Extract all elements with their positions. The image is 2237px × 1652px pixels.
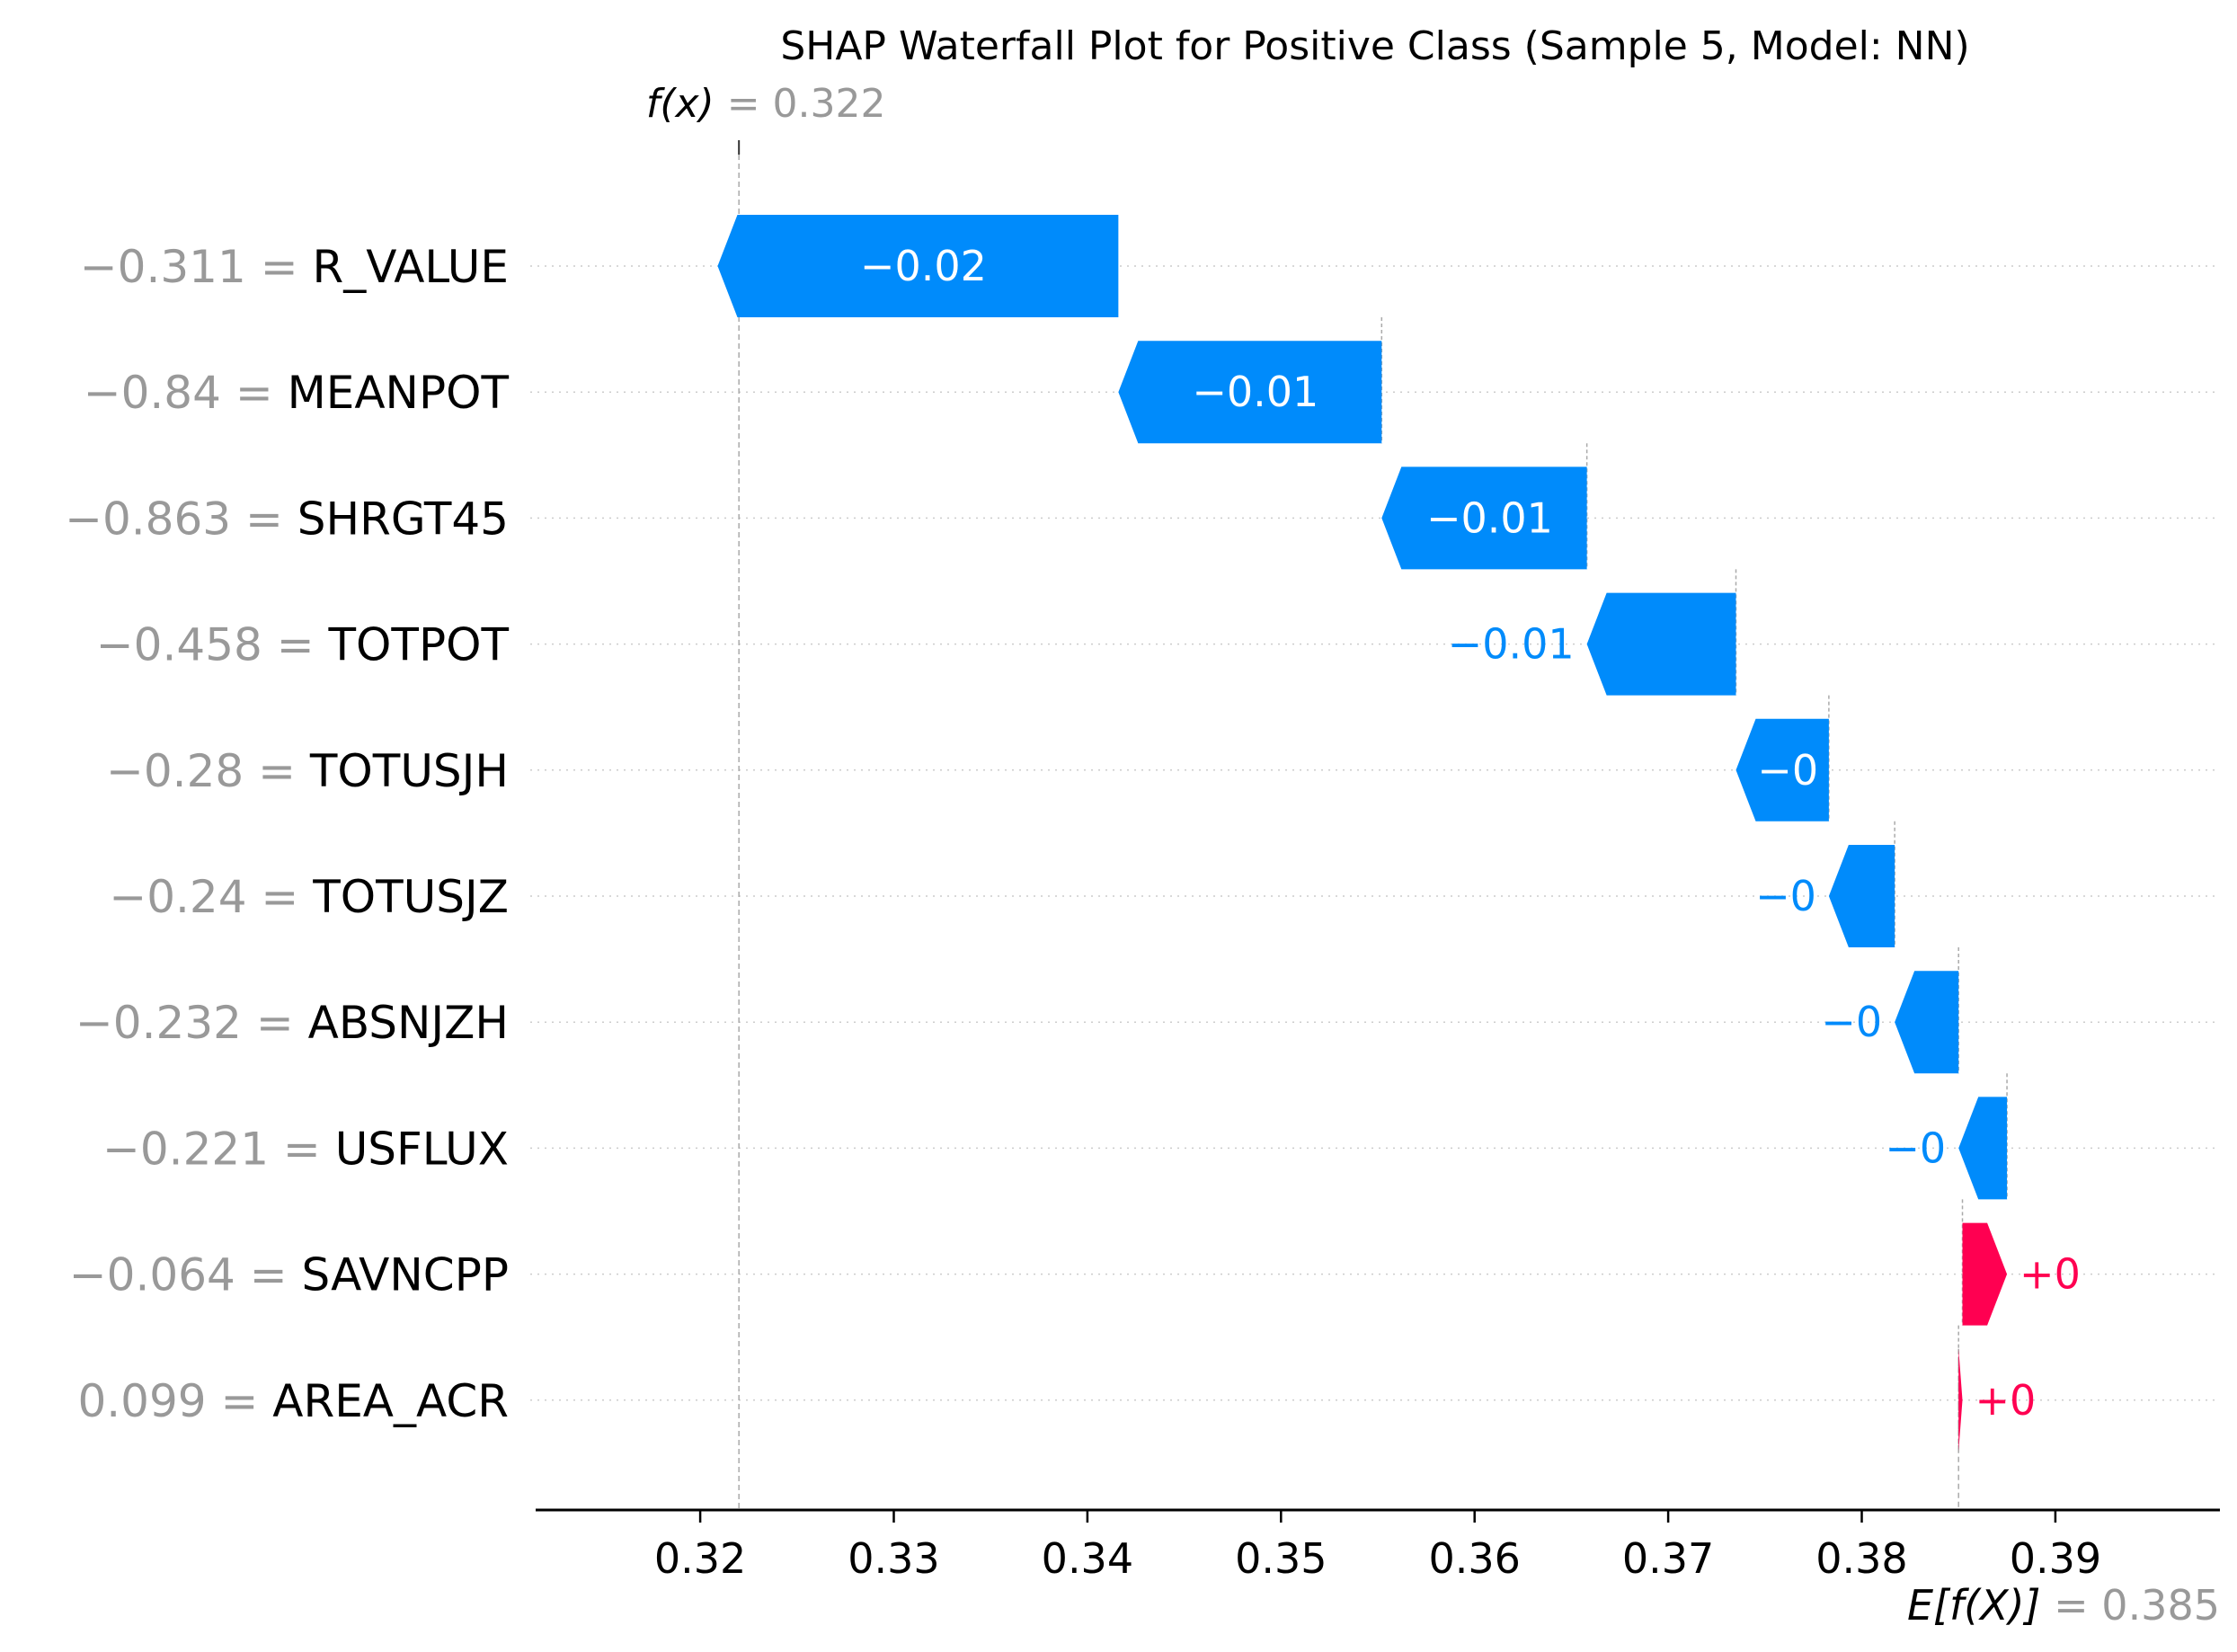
feature-label: −0.863 = SHRGT45: [65, 493, 509, 545]
x-ticks: 0.32 0.33 0.34 0.35 0.36 0.37 0.38 0.39: [654, 1510, 2101, 1583]
feature-name: TOTUSJH: [309, 745, 509, 797]
bar-totusjz: [1828, 845, 1895, 947]
bar-area-acr: [1958, 1348, 1963, 1452]
bar-shrgt45: [1381, 466, 1587, 570]
feature-name: MEANPOT: [288, 367, 510, 419]
x-tick-label: 0.35: [1235, 1534, 1327, 1583]
feature-name: ABSNJZH: [308, 997, 509, 1049]
bar-absnjzh: [1895, 971, 1959, 1074]
fx-name: f(x): [646, 81, 715, 127]
feature-label: −0.221 = USFLUX: [102, 1123, 509, 1175]
bar-label: −0: [1885, 1124, 1946, 1172]
bar-totpot: [1586, 592, 1736, 696]
bar-label: +0: [1975, 1376, 2037, 1425]
feature-label: −0.232 = ABSNJZH: [75, 997, 509, 1049]
x-axis: 0.32 0.33 0.34 0.35 0.36 0.37 0.38 0.39: [536, 1508, 2220, 1583]
bar-label: +0: [2020, 1250, 2081, 1299]
feature-label: −0.311 = R_VALUE: [80, 241, 509, 293]
feature-name: SHRGT45: [297, 493, 509, 545]
fx-label: f(x) = 0.322: [646, 81, 886, 127]
bar-r-value: [717, 215, 1119, 317]
feature-label: −0.84 = MEANPOT: [84, 367, 510, 419]
feature-label: −0.24 = TOTUSJZ: [109, 871, 509, 923]
bar-label: −0: [1757, 746, 1818, 795]
feature-value: −0.221 =: [102, 1123, 335, 1175]
fx-equals: =: [715, 81, 773, 127]
efx-equals: =: [2041, 1581, 2102, 1630]
feature-value: −0.24 =: [109, 871, 313, 923]
bar-label: −0.01: [1192, 368, 1318, 416]
feature-value: −0.863 =: [65, 493, 297, 545]
bar-usflux: [1958, 1097, 2008, 1200]
feature-value: −0.84 =: [84, 367, 288, 419]
bar-label: −0.02: [860, 242, 987, 290]
bar-totusjh: [1735, 718, 1829, 822]
x-tick-label: 0.34: [1042, 1534, 1133, 1583]
feature-name: TOTUSJZ: [312, 871, 509, 923]
feature-label: −0.064 = SAVNCPP: [69, 1249, 509, 1301]
bar-label: −0: [1821, 998, 1882, 1046]
x-tick-label: 0.32: [654, 1534, 746, 1583]
x-tick-label: 0.38: [1815, 1534, 1907, 1583]
fx-value: 0.322: [773, 81, 886, 127]
bars: [717, 215, 2008, 1452]
feature-name: AREA_ACR: [272, 1375, 509, 1427]
x-tick-label: 0.39: [2010, 1534, 2101, 1583]
feature-value: 0.099 =: [77, 1375, 272, 1427]
feature-value: −0.458 =: [96, 619, 329, 671]
feature-value: −0.232 =: [75, 997, 308, 1049]
feature-name: TOTPOT: [328, 619, 510, 671]
bar-savncpp: [1962, 1222, 2008, 1326]
feature-labels: −0.311 = R_VALUE −0.84 = MEANPOT −0.863 = …: [65, 241, 509, 1427]
feature-label: 0.099 = AREA_ACR: [77, 1375, 509, 1427]
feature-label: −0.28 = TOTUSJH: [106, 745, 509, 797]
chart-title: SHAP Waterfall Plot for Positive Class (…: [780, 23, 1969, 69]
feature-name: R_VALUE: [312, 241, 509, 293]
efx-label: E[f(X)] = 0.385: [1907, 1581, 2220, 1630]
feature-value: −0.28 =: [106, 745, 310, 797]
fx-annotation: f(x) = 0.322: [646, 81, 886, 127]
feature-value: −0.311 =: [80, 241, 313, 293]
feature-name: USFLUX: [335, 1123, 509, 1175]
x-tick-label: 0.33: [848, 1534, 939, 1583]
x-tick-label: 0.36: [1428, 1534, 1520, 1583]
bar-label: −0.01: [1448, 620, 1575, 669]
feature-label: −0.458 = TOTPOT: [96, 619, 510, 671]
efx-name: E[f(X)]: [1907, 1581, 2041, 1630]
x-tick-label: 0.37: [1622, 1534, 1714, 1583]
feature-value: −0.064 =: [69, 1249, 302, 1301]
efx-value: 0.385: [2101, 1581, 2220, 1630]
feature-name: SAVNCPP: [302, 1249, 510, 1301]
bar-label: −0.01: [1426, 493, 1553, 542]
bar-label: −0: [1755, 872, 1816, 920]
bar-meanpot: [1118, 341, 1382, 444]
bar-labels: −0.02 −0.01 −0.01 −0.01 −0 −0 −0 −0 +0 +0: [860, 242, 2081, 1425]
